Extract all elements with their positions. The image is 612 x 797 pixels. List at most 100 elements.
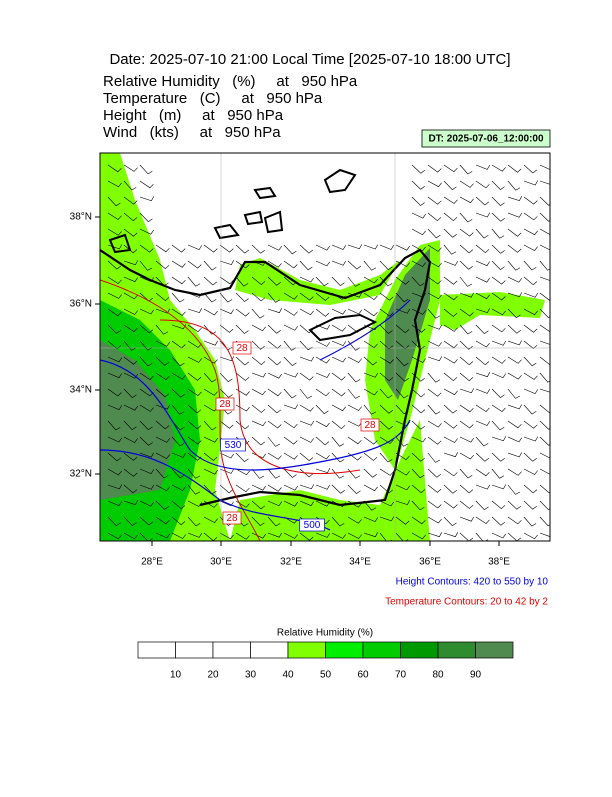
wind-barb	[267, 404, 282, 414]
wind-barb	[107, 260, 121, 270]
wind-barb	[315, 500, 330, 507]
wind-barb	[171, 436, 185, 447]
wind-barb	[459, 292, 474, 298]
wind-barb	[139, 484, 155, 490]
wind-barb	[507, 276, 522, 283]
wind-barb	[475, 500, 489, 511]
wind-barb	[283, 500, 298, 507]
wind-barb	[539, 180, 550, 185]
wind-barb	[251, 324, 266, 332]
wind-barb	[507, 228, 522, 237]
colorbar-swatch	[475, 641, 514, 659]
wind-barb	[539, 388, 550, 393]
wind-barb	[203, 436, 218, 443]
wind-barb	[107, 324, 121, 334]
wind-barb	[171, 388, 185, 398]
wind-barb	[411, 452, 425, 462]
wind-barb	[459, 212, 473, 223]
wind-barb	[107, 340, 122, 350]
wind-barb	[203, 308, 218, 316]
wind-barb	[459, 452, 474, 460]
wind-barb	[475, 468, 490, 477]
wind-barb	[395, 452, 410, 461]
wind-barb	[331, 356, 346, 363]
wind-barb	[491, 452, 505, 462]
wind-barb	[235, 308, 250, 317]
wind-barb	[363, 276, 378, 284]
wind-barb	[251, 244, 265, 254]
lon-label: 36°E	[419, 557, 441, 568]
wind-barb	[139, 180, 154, 189]
colorbar-label: 20	[207, 670, 219, 681]
wind-barb	[475, 244, 490, 253]
wind-barb	[363, 532, 378, 538]
wind-barb	[459, 276, 473, 287]
wind-barb	[539, 484, 550, 494]
colorbar-label: 70	[395, 670, 407, 681]
wind-barb	[411, 532, 426, 540]
wind-barb	[219, 244, 234, 253]
colorbar-label: 40	[282, 670, 294, 681]
lat-label: 36°N	[70, 299, 92, 310]
wind-barb	[219, 324, 234, 333]
wind-barb	[363, 340, 378, 348]
wind-barb	[523, 452, 537, 462]
humidity-area	[230, 420, 430, 541]
colorbar-swatch	[437, 641, 476, 659]
wind-barb	[539, 212, 550, 222]
wind-barb	[283, 420, 298, 429]
wind-barb	[475, 180, 490, 189]
wind-barb	[299, 500, 315, 507]
wind-barb	[507, 180, 521, 191]
wind-barb	[283, 340, 297, 351]
wind-barb	[251, 452, 266, 459]
wind-barb	[491, 340, 507, 346]
height-contour	[100, 359, 411, 471]
wind-barb	[491, 324, 506, 333]
wind-barb	[283, 516, 298, 524]
wind-barb	[315, 452, 330, 460]
colorbar-label: 30	[245, 670, 257, 681]
wind-barb	[107, 404, 123, 410]
wind-barb	[123, 276, 138, 283]
wind-barb	[171, 356, 185, 367]
wind-barb	[427, 340, 442, 347]
wind-barb	[123, 244, 138, 254]
wind-barb	[411, 196, 425, 206]
wind-barb	[123, 228, 138, 237]
wind-barb	[363, 372, 379, 378]
wind-barb	[251, 276, 266, 285]
wind-barb	[427, 292, 442, 300]
wind-barb	[443, 276, 458, 285]
wind-barb	[539, 372, 550, 383]
wind-barb	[523, 196, 538, 205]
wind-barb	[411, 228, 426, 236]
wind-barb	[347, 244, 363, 250]
wind-barb	[123, 436, 138, 443]
wind-barb	[299, 388, 313, 399]
wind-barb	[315, 484, 330, 490]
wind-barb	[379, 420, 393, 430]
wind-barb	[411, 356, 426, 363]
wind-barb	[411, 468, 425, 479]
wind-barb	[379, 276, 393, 287]
wind-barb	[251, 436, 265, 446]
wind-barb	[267, 500, 283, 507]
wind-barb	[427, 420, 442, 428]
wind-barb	[171, 372, 186, 380]
wind-barb	[379, 356, 394, 364]
wind-barb	[283, 436, 298, 445]
wind-barb	[379, 292, 394, 301]
wind-barb	[379, 404, 393, 414]
wind-barb	[395, 324, 410, 334]
wind-barb	[475, 196, 489, 206]
wind-barb	[107, 436, 122, 443]
wind-barb	[363, 260, 377, 271]
wind-barb	[459, 372, 474, 382]
wind-barb	[299, 308, 314, 316]
wind-barb	[107, 164, 122, 173]
wind-barb	[459, 484, 474, 494]
wind-barb	[299, 244, 313, 254]
wind-barb	[395, 340, 410, 350]
wind-barb	[139, 308, 154, 315]
